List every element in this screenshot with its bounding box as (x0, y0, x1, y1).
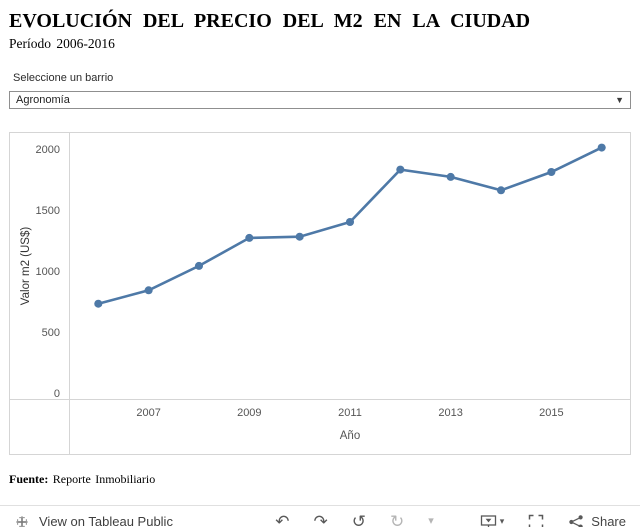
revert-button[interactable]: ↺ (352, 513, 366, 527)
download-button[interactable]: ▾ (480, 514, 505, 527)
barrio-dropdown-value: Agronomía (16, 94, 70, 106)
axis-corner (10, 399, 70, 454)
y-tick-label: 500 (41, 327, 60, 340)
tableau-toolbar: View on Tableau Public ↶ ↷ ↺ ↻ ▾ ▾ (0, 505, 640, 527)
refresh-button[interactable]: ↻ (390, 513, 404, 527)
page-title: EVOLUCIÓN DEL PRECIO DEL M2 EN LA CIUDAD (9, 10, 531, 32)
x-tick-label: 2007 (136, 407, 161, 419)
fullscreen-icon (529, 514, 544, 527)
y-tick-label: 1000 (35, 266, 60, 279)
view-on-tableau-public-link[interactable]: View on Tableau Public (14, 514, 173, 527)
y-axis-area: Valor m2 (US$) 0 500 1000 1500 2000 (10, 133, 70, 400)
source-text: Reporte Inmobiliario (52, 472, 156, 486)
share-button[interactable]: Share (568, 514, 626, 527)
redo-button[interactable]: ↷ (313, 513, 327, 527)
download-icon (480, 514, 496, 527)
tableau-logo-icon (16, 516, 28, 527)
fullscreen-button[interactable] (528, 514, 544, 527)
more-options-button[interactable]: ▾ (428, 516, 434, 527)
x-tick-label: 2013 (438, 407, 463, 419)
line-chart: Valor m2 (US$) 0 500 1000 1500 2000 2007 2009… (9, 132, 631, 455)
y-tick-label: 2000 (35, 144, 60, 157)
x-tick-label: 2015 (539, 407, 564, 419)
chevron-down-icon: ▼ (615, 94, 624, 105)
refresh-icon: ↻ (389, 512, 405, 527)
x-axis-title: Año (339, 430, 361, 442)
chevron-down-icon: ▾ (499, 516, 505, 526)
price-line-series[interactable] (70, 133, 630, 399)
filter-label: Seleccione un barrio (13, 72, 114, 84)
x-tick-label: 2009 (237, 407, 262, 419)
source-note: Fuente: Reporte Inmobiliario (9, 472, 631, 487)
share-icon (569, 514, 583, 527)
view-on-tableau-public-label: View on Tableau Public (39, 514, 173, 527)
revert-icon: ↺ (351, 512, 366, 527)
y-axis-title: Valor m2 (US$) (20, 226, 32, 306)
source-label: Fuente: (9, 472, 49, 486)
undo-icon: ↶ (275, 512, 290, 527)
y-tick-label: 0 (53, 388, 60, 400)
x-tick-label: 2011 (338, 407, 362, 419)
x-axis-area: 2007 2009 2011 2013 2015 Año (70, 399, 630, 454)
page-subtitle: Período 2006-2016 (9, 36, 115, 51)
plot-area[interactable] (70, 133, 630, 399)
undo-button[interactable]: ↶ (275, 513, 289, 527)
y-tick-label: 1500 (35, 205, 60, 218)
chevron-down-icon: ▾ (428, 515, 434, 527)
redo-icon: ↷ (313, 512, 328, 527)
barrio-dropdown[interactable]: Agronomía ▼ (9, 91, 631, 109)
share-label: Share (591, 514, 626, 527)
